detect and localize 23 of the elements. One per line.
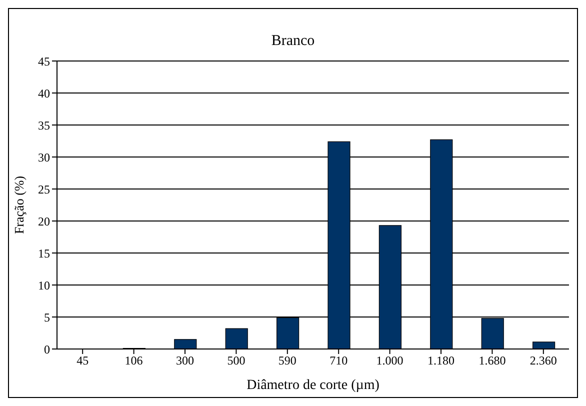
x-tick-label: 1.680 xyxy=(478,354,506,368)
x-tick-label: 106 xyxy=(124,354,143,368)
x-tick-label: 710 xyxy=(330,354,348,368)
y-tick-label: 15 xyxy=(38,246,50,260)
y-tick-label: 30 xyxy=(38,150,50,164)
y-tick-label: 0 xyxy=(44,342,50,356)
x-axis-title: Diâmetro de corte (µm) xyxy=(246,378,380,393)
x-tick-label: 1.180 xyxy=(428,354,454,368)
x-tick-label: 45 xyxy=(76,354,89,368)
y-tick-label: 25 xyxy=(38,182,50,196)
y-tick-label: 40 xyxy=(38,86,50,100)
y-tick-label: 10 xyxy=(38,278,50,292)
chart-title: Branco xyxy=(270,33,316,50)
x-tick-label: 1.000 xyxy=(376,354,404,368)
x-tick-label: 300 xyxy=(176,354,194,368)
x-tick-label: 500 xyxy=(227,354,246,368)
x-tick-label: 2.360 xyxy=(530,354,557,368)
y-tick-label: 45 xyxy=(38,54,50,68)
y-tick-label: 35 xyxy=(38,118,50,132)
y-axis-title: Fração (%) xyxy=(12,176,27,234)
x-tick-label: 590 xyxy=(278,354,296,368)
y-tick-label: 5 xyxy=(44,310,50,324)
y-tick-label: 20 xyxy=(38,214,50,228)
